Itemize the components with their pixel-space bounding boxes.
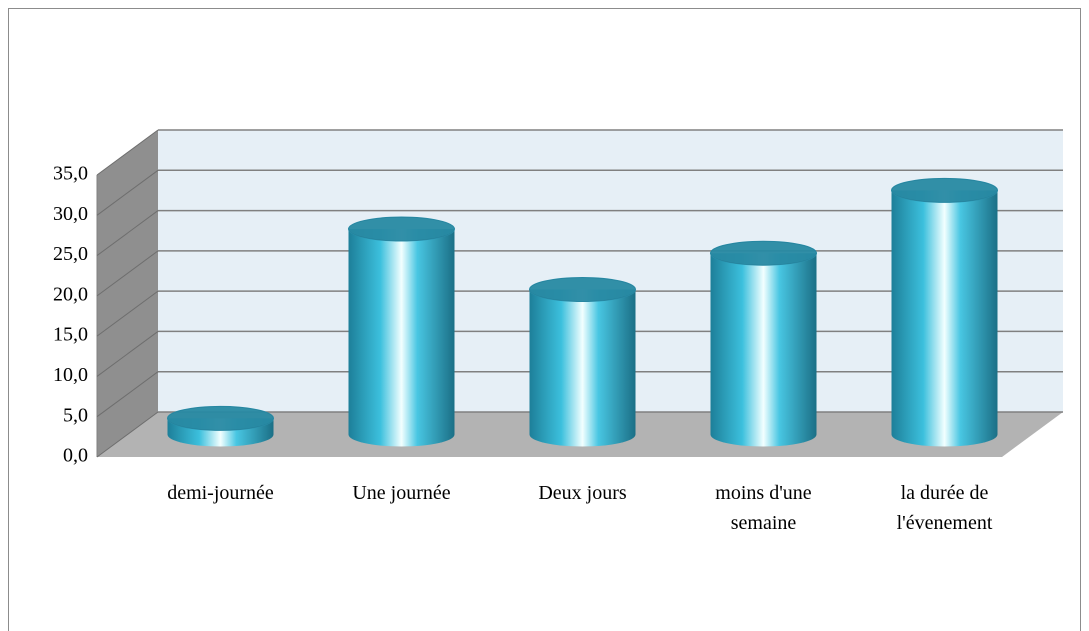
side-grid-line <box>96 290 159 337</box>
side-grid-line <box>96 129 159 176</box>
y-tick-label: 25,0 <box>53 243 88 265</box>
y-tick-label: 35,0 <box>53 163 88 185</box>
bar-top-shade <box>529 277 636 302</box>
side-grid-line <box>96 331 159 377</box>
side-grid-line <box>96 250 159 297</box>
x-tick-label: la durée de l'évenement <box>896 482 993 534</box>
side-grid-line <box>96 210 159 256</box>
bar <box>710 253 817 447</box>
x-tick-label: Une journée <box>352 482 451 504</box>
side-grid-line <box>96 371 159 418</box>
y-tick-label: 30,0 <box>53 203 88 225</box>
x-tick-label: moins d'une semaine <box>715 482 812 534</box>
side-wall <box>97 130 158 457</box>
bar-top-shade <box>167 406 274 431</box>
bar-top-shade <box>348 217 455 242</box>
chart-border <box>8 8 1081 631</box>
y-tick-label: 0,0 <box>63 445 88 467</box>
bar-top-shade <box>891 178 998 203</box>
x-tick-label: demi-journée <box>167 482 274 504</box>
side-grid-line <box>96 411 159 458</box>
y-tick-label: 15,0 <box>53 324 88 346</box>
bar-top-shade <box>710 241 817 266</box>
y-tick-label: 5,0 <box>63 404 88 426</box>
bar <box>348 229 455 447</box>
bar <box>891 190 998 447</box>
side-grid-line <box>96 169 159 216</box>
y-tick-label: 20,0 <box>53 283 88 305</box>
x-tick-label: Deux jours <box>538 482 627 504</box>
bar <box>529 289 636 447</box>
y-tick-label: 10,0 <box>53 364 88 386</box>
